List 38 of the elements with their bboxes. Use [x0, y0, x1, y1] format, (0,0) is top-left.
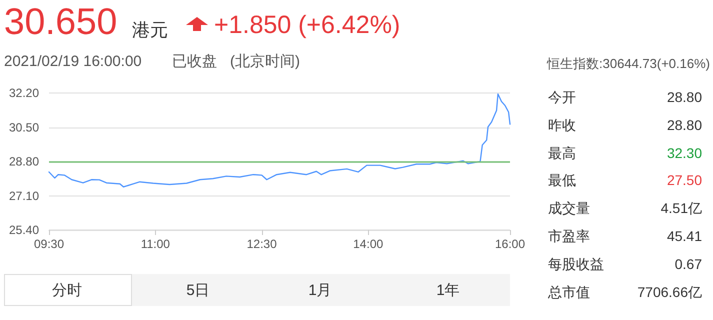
text: 每股收益	[548, 256, 604, 274]
y-tick-label: 25.40	[8, 223, 40, 237]
text: 已收盘	[172, 53, 217, 71]
text: 28.80	[666, 116, 702, 133]
x-tick-label: 11:00	[140, 237, 170, 251]
text: 昨收	[548, 116, 576, 135]
text: 恒生指数:30644.73(+0.16%)	[546, 56, 710, 72]
text: 7706.66亿	[636, 284, 702, 302]
x-tick-label: 12:30	[246, 237, 278, 251]
y-tick-label: 32.20	[8, 86, 40, 100]
text: +1.850 (+6.42%)	[214, 10, 400, 40]
y-tick-label: 30.50	[8, 120, 40, 134]
text: 最低	[548, 172, 576, 190]
text: 45.41	[666, 228, 702, 244]
text: 市盈率	[548, 228, 590, 246]
text: 27.50	[666, 172, 702, 188]
text: 最高	[548, 144, 576, 163]
text: 32.30	[666, 144, 702, 161]
text: 0.67	[674, 256, 702, 272]
x-tick-label: 16:00	[494, 237, 526, 251]
text: 2021/02/19 16:00:00	[4, 53, 142, 71]
text: 28.80	[666, 89, 702, 105]
line-series	[48, 93, 511, 188]
text: 今开	[548, 89, 576, 107]
chart-title: 30.650	[4, 0, 118, 44]
text: 港元	[132, 20, 168, 42]
text: 4.51亿	[660, 200, 702, 218]
text: 1年	[435, 281, 461, 300]
text: 1月	[307, 281, 333, 300]
text: 5日	[185, 281, 211, 300]
text: 成交量	[548, 200, 590, 218]
x-tick-label: 09:30	[34, 237, 64, 251]
text: 总市值	[548, 284, 590, 302]
y-tick-label: 27.10	[8, 188, 40, 203]
text: (北京时间)	[230, 53, 300, 71]
y-tick-label: 28.80	[8, 154, 40, 168]
x-tick-label: 14:00	[353, 237, 384, 251]
text: 分时	[51, 281, 83, 300]
